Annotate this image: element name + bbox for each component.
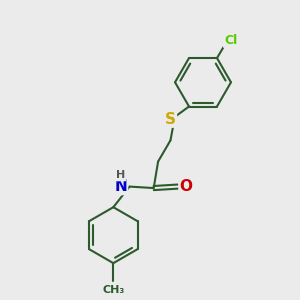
Text: H: H: [116, 170, 125, 180]
Text: N: N: [114, 179, 127, 194]
Text: O: O: [180, 179, 193, 194]
Text: Cl: Cl: [224, 34, 237, 47]
Text: S: S: [165, 112, 176, 127]
Text: CH₃: CH₃: [102, 285, 124, 295]
